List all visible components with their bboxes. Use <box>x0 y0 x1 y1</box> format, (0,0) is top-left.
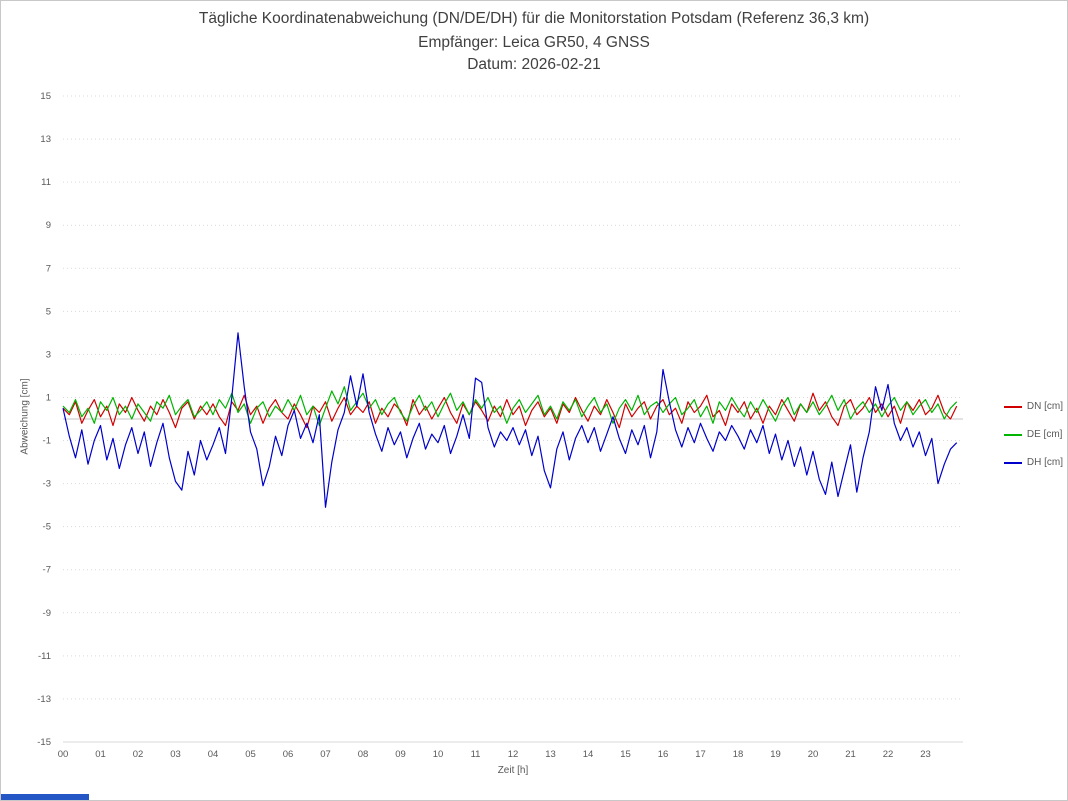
svg-text:06: 06 <box>283 749 294 760</box>
legend-item-dh: DH [cm] <box>1003 457 1063 468</box>
dn-line-icon <box>1003 405 1022 408</box>
svg-text:00: 00 <box>58 749 69 760</box>
svg-text:-1: -1 <box>43 436 51 447</box>
svg-text:04: 04 <box>208 749 219 760</box>
svg-text:9: 9 <box>46 220 51 231</box>
chart-title: Tägliche Koordinatenabweichung (DN/DE/DH… <box>198 10 870 27</box>
svg-text:-13: -13 <box>37 694 51 705</box>
svg-text:13: 13 <box>40 134 51 145</box>
chart-subtitle: Empfänger: Leica GR50, 4 GNSS <box>418 34 650 51</box>
dh-line-icon <box>1003 461 1022 464</box>
chart-date: Datum: 2026-02-21 <box>467 56 601 73</box>
bottom-edge-strip <box>1 794 89 800</box>
legend-label-de: DE [cm] <box>1026 429 1063 440</box>
y-axis-label: Abweichung [cm] <box>19 378 31 455</box>
svg-text:10: 10 <box>433 749 444 760</box>
svg-text:-3: -3 <box>43 479 51 490</box>
svg-text:22: 22 <box>883 749 894 760</box>
svg-text:05: 05 <box>245 749 256 760</box>
svg-text:17: 17 <box>695 749 706 760</box>
legend-label-dh: DH [cm] <box>1026 457 1063 468</box>
svg-text:08: 08 <box>358 749 369 760</box>
svg-text:-11: -11 <box>38 651 51 662</box>
svg-text:7: 7 <box>46 263 51 274</box>
svg-text:13: 13 <box>545 749 556 760</box>
svg-text:15: 15 <box>620 749 631 760</box>
svg-text:07: 07 <box>320 749 331 760</box>
svg-text:11: 11 <box>41 177 51 188</box>
svg-text:5: 5 <box>46 306 51 317</box>
svg-text:-5: -5 <box>43 522 51 533</box>
de-line-icon <box>1003 433 1022 436</box>
svg-text:09: 09 <box>395 749 406 760</box>
legend-item-de: DE [cm] <box>1003 429 1063 440</box>
svg-text:18: 18 <box>733 749 744 760</box>
svg-text:11: 11 <box>471 749 481 760</box>
x-axis-label: Zeit [h] <box>497 765 529 776</box>
svg-text:-7: -7 <box>43 565 51 576</box>
svg-text:23: 23 <box>920 749 931 760</box>
svg-text:16: 16 <box>658 749 669 760</box>
svg-text:1: 1 <box>46 392 51 403</box>
svg-text:-15: -15 <box>37 737 51 748</box>
legend-item-dn: DN [cm] <box>1003 401 1063 412</box>
svg-text:15: 15 <box>40 91 51 102</box>
legend-label-dn: DN [cm] <box>1026 401 1063 412</box>
svg-text:3: 3 <box>46 349 51 360</box>
svg-text:12: 12 <box>508 749 519 760</box>
svg-text:21: 21 <box>845 749 856 760</box>
legend: DN [cm] DE [cm] DH [cm] <box>1003 401 1063 468</box>
svg-text:01: 01 <box>95 749 106 760</box>
svg-text:02: 02 <box>133 749 144 760</box>
svg-text:03: 03 <box>170 749 181 760</box>
svg-text:20: 20 <box>808 749 819 760</box>
svg-text:14: 14 <box>583 749 594 760</box>
svg-text:19: 19 <box>770 749 781 760</box>
svg-text:-9: -9 <box>43 608 51 619</box>
